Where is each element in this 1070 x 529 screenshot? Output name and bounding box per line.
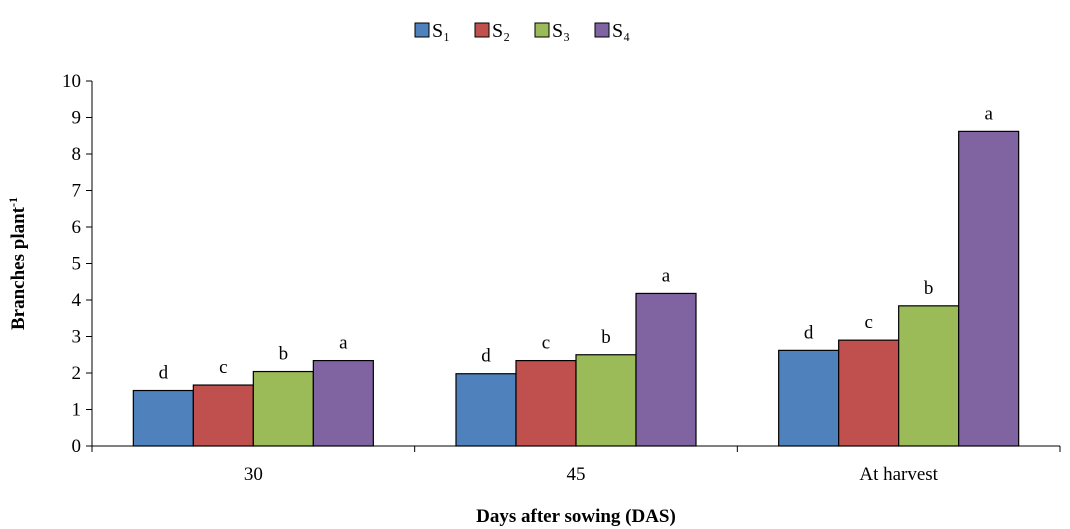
bar	[455, 373, 517, 447]
bar	[312, 359, 374, 447]
bar	[575, 354, 637, 447]
data-labels: d c b a d c b a d c b a	[159, 103, 994, 383]
x-axis-ticks: 30 45 At harvest	[91, 446, 1061, 485]
x-tick-label: At harvest	[859, 464, 938, 485]
y-tick-label: 1	[72, 400, 82, 421]
y-tick-label: 2	[72, 363, 82, 384]
bar	[635, 292, 697, 447]
y-tick-label: 8	[72, 144, 82, 165]
data-label: d	[481, 346, 491, 367]
y-tick-label: 4	[72, 290, 82, 311]
bar	[132, 389, 194, 447]
y-tick-label: 5	[72, 254, 82, 275]
data-label: d	[804, 322, 814, 343]
bar	[838, 339, 900, 447]
data-label: c	[864, 312, 872, 333]
y-axis-title-text: Branches plant	[8, 206, 29, 330]
y-axis-title-superscript: -1	[6, 197, 20, 207]
data-label: b	[601, 327, 611, 348]
y-tick-label: 0	[72, 436, 82, 457]
data-label: b	[279, 344, 289, 365]
legend-label: S₂	[492, 20, 510, 42]
y-tick-label: 3	[72, 327, 82, 348]
data-label: d	[159, 363, 169, 384]
bar	[778, 349, 840, 447]
data-label: c	[219, 357, 227, 378]
bar	[958, 130, 1020, 447]
data-label: a	[339, 333, 348, 354]
data-label: a	[662, 265, 671, 286]
y-tick-label: 7	[72, 181, 82, 202]
y-axis-ticks: 0 1 2 3 4 5 6 7 8 9 10	[62, 71, 92, 457]
y-tick-label: 6	[72, 217, 82, 238]
legend-label: S₃	[552, 20, 570, 42]
legend-label: S₁	[432, 20, 450, 42]
x-axis-title: Days after sowing (DAS)	[476, 506, 676, 527]
data-label: c	[542, 333, 550, 354]
data-label: b	[924, 278, 934, 299]
bars	[132, 130, 1020, 447]
x-tick-label: 45	[567, 464, 586, 485]
legend-swatch	[594, 22, 610, 38]
legend: S₁ S₂ S₃ S₄	[414, 20, 630, 42]
bar	[898, 305, 960, 447]
legend-swatch	[414, 22, 430, 38]
y-axis-title: Branches plant-1	[6, 197, 29, 330]
bar	[252, 370, 314, 447]
legend-label: S₄	[612, 20, 630, 42]
y-tick-label: 10	[62, 71, 81, 92]
y-tick-label: 9	[72, 108, 82, 129]
bar	[192, 384, 254, 447]
data-label: a	[984, 103, 993, 124]
x-tick-label: 30	[244, 464, 263, 485]
legend-swatch	[474, 22, 490, 38]
legend-swatch	[534, 22, 550, 38]
bar	[515, 359, 577, 447]
